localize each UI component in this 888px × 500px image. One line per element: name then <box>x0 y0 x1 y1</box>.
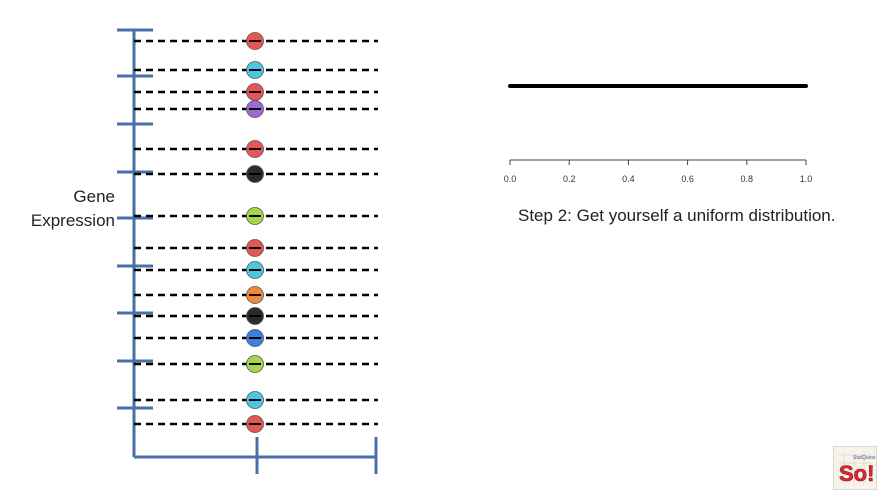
uniform-distribution-plot: 0.0 0.2 0.4 0.6 0.8 1.0 <box>504 84 813 184</box>
uniform-tick-label: 1.0 <box>800 174 813 184</box>
sample-row <box>134 415 378 433</box>
sample-row <box>134 286 378 304</box>
sample-row <box>134 239 378 257</box>
logo-graphic: So! StatQuest <box>834 447 876 489</box>
uniform-tick-label: 0.8 <box>741 174 754 184</box>
statquest-logo: So! StatQuest <box>833 446 877 490</box>
sample-row <box>134 100 378 118</box>
gene-label-line-1: Gene <box>73 187 115 206</box>
sample-row <box>134 355 378 373</box>
logo-small-text: StatQuest <box>853 455 876 461</box>
gene-expression-label: Gene Expression <box>0 185 115 233</box>
sample-row <box>134 307 378 325</box>
sample-row <box>134 329 378 347</box>
sample-row <box>134 32 378 50</box>
sample-row <box>134 61 378 79</box>
uniform-tick-label: 0.6 <box>681 174 694 184</box>
sample-row <box>134 261 378 279</box>
sample-row <box>134 207 378 225</box>
step-caption: Step 2: Get yourself a uniform distribut… <box>518 206 836 225</box>
uniform-tick-label: 0.4 <box>622 174 635 184</box>
gene-label-line-2: Expression <box>30 211 115 230</box>
logo-text: So! <box>839 461 874 486</box>
sample-row <box>134 391 378 409</box>
uniform-tick-label: 0.2 <box>563 174 576 184</box>
uniform-tick-label: 0.0 <box>504 174 517 184</box>
sample-row <box>134 165 378 183</box>
sample-row <box>134 140 378 158</box>
gene-expression-axis <box>132 30 378 474</box>
sample-row <box>134 83 378 101</box>
